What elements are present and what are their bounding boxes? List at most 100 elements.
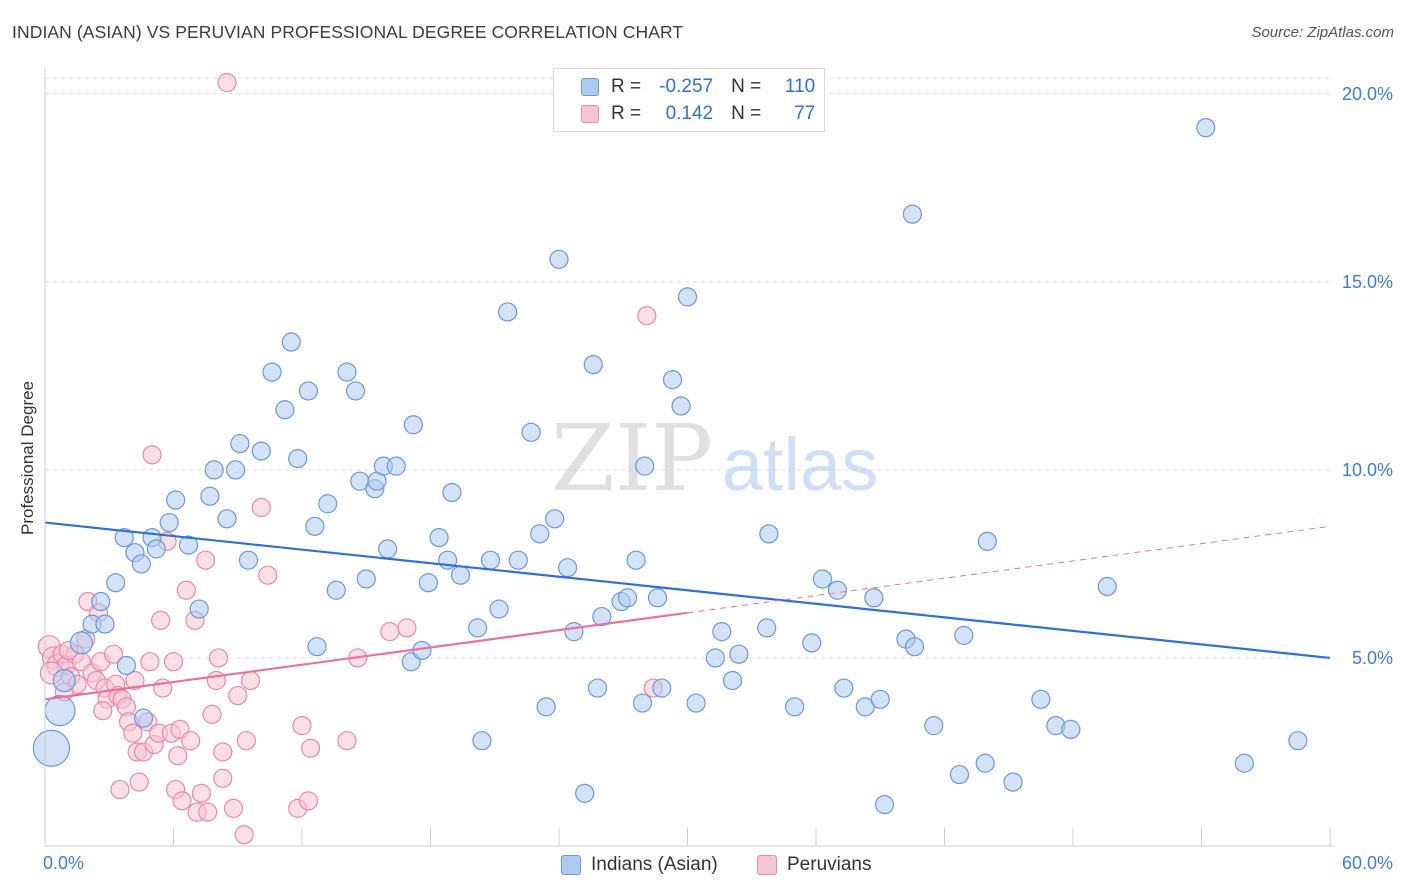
indians-asian-point <box>1234 753 1254 773</box>
grid-layer <box>45 77 1330 659</box>
indians-asian-point <box>975 753 995 773</box>
indians-asian-point <box>114 527 134 548</box>
indians-asian-trend-line <box>44 521 1331 660</box>
peruvians-point <box>176 580 196 600</box>
indians-asian-point <box>498 302 518 322</box>
legend-row-peruvians: R = 0.142 N = 77 <box>554 101 815 127</box>
peruvians-point <box>206 670 226 691</box>
indians-asian-point <box>91 591 111 612</box>
legend-n-value: 77 <box>794 103 816 124</box>
indians-asian-point <box>536 697 556 717</box>
indians-asian-point <box>784 697 805 717</box>
indians-asian-point <box>592 606 612 627</box>
indians-asian-point <box>729 644 749 664</box>
source-label: Source: ZipAtlas.com <box>1251 24 1394 41</box>
chart-title: INDIAN (ASIAN) VS PERUVIAN PROFESSIONAL … <box>12 22 684 42</box>
indians-asian-point <box>924 716 944 736</box>
peruvians-point <box>93 701 113 721</box>
peruvians-point <box>213 768 233 788</box>
indians-asian-point <box>632 693 653 713</box>
indians-asian-point <box>671 396 691 416</box>
peruvians-point <box>380 622 400 642</box>
indians-asian-point <box>545 509 565 529</box>
indians-asian-point <box>1288 731 1308 751</box>
indians-asian-point <box>326 580 346 600</box>
indians-asian-point <box>251 441 271 461</box>
peruvians-point <box>125 670 145 691</box>
legend-r-label: R = <box>611 76 642 97</box>
peruvians-point <box>208 648 229 668</box>
indians-asian-point <box>662 370 683 390</box>
bottom-legend-peruvians[interactable]: Peruvians <box>757 852 872 878</box>
bottom-legend-label-peruvians: Peruvians <box>787 854 872 875</box>
indians-asian-point <box>647 588 668 608</box>
indians-asian-point <box>617 588 638 608</box>
legend-n-value: 110 <box>784 76 816 97</box>
y-tick-label: 10.0% <box>1342 460 1393 480</box>
peruvians-point <box>168 746 188 766</box>
peruvians-point <box>397 618 417 638</box>
indians-asian-point <box>288 449 308 469</box>
peruvians-point <box>151 610 171 630</box>
peruvians-point <box>123 723 143 743</box>
peruvians-point <box>213 742 233 762</box>
indians-asian-point <box>468 618 488 638</box>
indians-asian-point <box>1031 689 1051 709</box>
legend-r-value: -0.257 <box>659 76 714 97</box>
indians-asian-point <box>855 697 875 717</box>
indians-asian-point <box>864 588 884 608</box>
indians-asian-point <box>686 693 706 713</box>
indians-asian-point <box>583 354 603 375</box>
indians-asian-point <box>305 516 325 536</box>
indians-asian-point <box>1003 772 1023 792</box>
indians-asian-point <box>106 573 126 593</box>
peruvians-point <box>198 802 218 822</box>
peruvians-point <box>300 738 321 758</box>
indians-asian-point <box>812 569 833 589</box>
indians-asian-point <box>262 362 282 382</box>
indians-asian-point <box>677 287 698 307</box>
legend-r-value: 0.142 <box>665 103 714 124</box>
indians-asian-point <box>635 456 655 476</box>
indians-asian-point <box>472 731 492 751</box>
indians-asian-point <box>307 637 327 657</box>
peruvians-point <box>140 652 160 672</box>
peruvians-point <box>110 779 130 800</box>
bottom-legend-swatch-blue <box>561 855 581 875</box>
indians-asian-point <box>403 415 423 435</box>
indians-asian-point <box>480 550 501 570</box>
x-tick-label-min: 0.0% <box>43 853 84 873</box>
indians-asian-point <box>1097 576 1117 597</box>
peruvians-point <box>217 72 237 93</box>
indians-asian-point <box>298 381 319 401</box>
peruvians-point <box>234 825 254 845</box>
indians-asian-point <box>131 554 151 574</box>
y-tick-label: 5.0% <box>1352 648 1393 668</box>
bottom-legend-indians[interactable]: Indians (Asian) <box>561 852 718 878</box>
bottom-legend-label-indians: Indians (Asian) <box>591 854 718 875</box>
peruvians-point <box>251 497 271 518</box>
indians-asian-point <box>827 580 848 600</box>
indians-asian-point <box>874 795 895 815</box>
indians-asian-point <box>159 512 179 533</box>
y-tick-label: 20.0% <box>1342 84 1393 104</box>
indians-asian-point <box>238 550 259 570</box>
indians-asian-point <box>95 614 115 634</box>
indians-asian-point <box>575 783 595 803</box>
indians-asian-point <box>166 490 186 510</box>
trend-lines <box>44 521 1331 701</box>
legend-swatch-pink <box>581 105 599 123</box>
peruvians-point <box>223 798 244 818</box>
watermark-zip: ZIP <box>551 405 713 512</box>
bottom-legend-swatch-pink <box>757 855 777 875</box>
indians-asian-point <box>652 678 672 698</box>
indians-asian-point <box>386 456 406 476</box>
indians-asian-point <box>318 494 338 514</box>
indians-asian-point <box>722 670 743 691</box>
indians-asian-point <box>418 573 438 593</box>
indians-asian-point <box>133 708 154 728</box>
indians-asian-point <box>870 689 890 709</box>
indians-asian-point <box>902 204 922 224</box>
indians-asian-point <box>217 509 237 529</box>
peruvians-point <box>337 731 357 751</box>
